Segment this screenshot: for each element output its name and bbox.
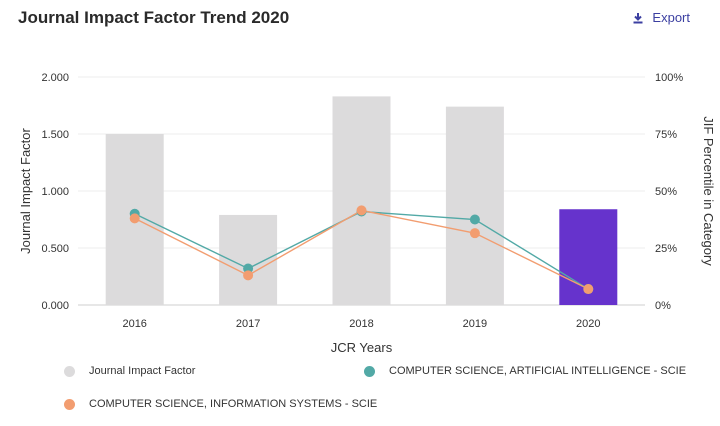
y2-axis-title: JIF Percentile in Category — [701, 116, 716, 266]
legend-label-jif: Journal Impact Factor — [89, 365, 196, 377]
legend-item-ai[interactable]: COMPUTER SCIENCE, ARTIFICIAL INTELLIGENC… — [364, 365, 686, 377]
legend-item-jif[interactable]: Journal Impact Factor — [64, 365, 195, 377]
x-tick-label: 2016 — [122, 318, 146, 330]
x-axis-title: JCR Years — [331, 340, 393, 355]
export-label: Export — [652, 10, 690, 25]
series-point — [243, 270, 254, 281]
bar — [445, 106, 504, 305]
x-tick-label: 2018 — [349, 318, 373, 330]
legend-label-ai: COMPUTER SCIENCE, ARTIFICIAL INTELLIGENC… — [389, 365, 687, 377]
bar — [332, 96, 391, 305]
y-tick-label: 0.000 — [41, 300, 69, 312]
y2-tick-label: 50% — [655, 186, 677, 198]
legend-marker-jif — [64, 365, 75, 377]
series-point — [243, 263, 254, 274]
series-point — [583, 284, 594, 295]
y2-tick-label: 75% — [655, 129, 677, 141]
y-tick-label: 1.500 — [41, 129, 69, 141]
legend-item-is[interactable]: COMPUTER SCIENCE, INFORMATION SYSTEMS - … — [64, 398, 377, 410]
x-tick-label: 2020 — [576, 318, 600, 330]
y2-tick-label: 25% — [655, 243, 677, 255]
series-point — [469, 214, 480, 225]
y2-tick-label: 0% — [655, 300, 671, 312]
legend-marker-is — [64, 398, 75, 410]
series-point — [129, 213, 140, 224]
y2-tick-label: 100% — [655, 72, 683, 84]
bar — [219, 214, 278, 305]
x-tick-label: 2017 — [236, 318, 260, 330]
series-point — [356, 205, 367, 216]
legend-label-is: COMPUTER SCIENCE, INFORMATION SYSTEMS - … — [89, 398, 378, 410]
x-tick-label: 2019 — [463, 318, 487, 330]
series-point — [469, 228, 480, 239]
download-icon — [632, 12, 644, 24]
y-tick-label: 2.000 — [41, 72, 69, 84]
y-axis-title: Journal Impact Factor — [18, 127, 33, 253]
legend-marker-ai — [364, 365, 375, 377]
chart-title: Journal Impact Factor Trend 2020 — [18, 8, 290, 27]
export-button[interactable]: Export — [632, 10, 690, 25]
y-tick-label: 0.500 — [41, 243, 69, 255]
y-tick-label: 1.000 — [41, 186, 69, 198]
